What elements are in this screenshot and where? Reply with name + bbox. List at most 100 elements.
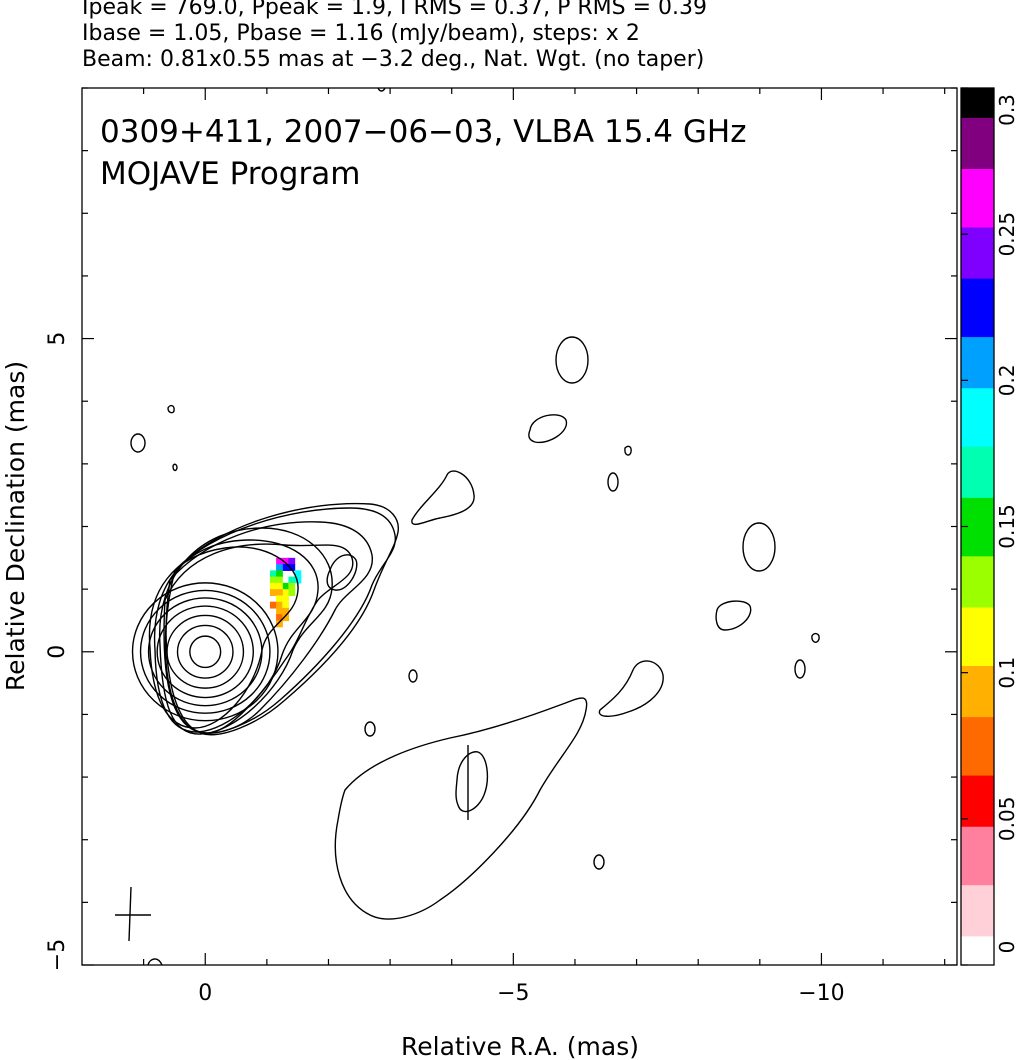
x-tick-label: −5 [497,981,529,1006]
colorbar-segment [961,584,994,593]
colorbar-segment [961,928,994,937]
core-contour [189,635,222,669]
colorbar-segment [961,563,994,571]
colorbar-segment [961,760,994,769]
polarization-pixel [288,589,296,597]
colorbar-segment [961,665,994,674]
colorbar-segment [961,190,994,199]
colorbar-segment [961,453,994,462]
colorbar-segment [961,226,994,235]
header-line-2: Ibase = 1.05, Pbase = 1.16 (mJy/beam), s… [82,21,640,46]
colorbar-segment [961,855,994,864]
colorbar-segment [961,716,994,725]
colorbar-segment [961,869,994,878]
colorbar-segment [961,124,994,133]
polarization-pixel [276,564,283,571]
colorbar-segment [961,628,994,637]
contour-blob [172,463,178,472]
colorbar-segment [961,482,994,491]
colorbar-segment [961,687,994,696]
extended-jet-inner [455,751,489,813]
colorbar-segment [961,877,994,886]
colorbar-segment [961,796,994,805]
polarization-pixel [282,601,290,609]
colorbar-segment [961,511,994,520]
colorbar-segment [961,146,994,155]
colorbar-tick-label: 0 [995,941,1019,954]
colorbar-segment [961,204,994,213]
colorbar-segment [961,175,994,184]
jet-contour-6 [164,507,396,734]
polarization-pixel [276,595,283,603]
colorbar-segment [961,650,994,659]
colorbar-segment [961,504,994,513]
polarization-pixel [288,582,296,590]
colorbar-segment [961,921,994,930]
x-tick-label: 0 [198,981,212,1006]
polarization-pixel [276,589,283,597]
y-tick-labels: 0 5 −5 [45,332,70,972]
colorbar-segment [961,285,994,294]
y-tick-label: 5 [45,332,70,346]
polarization-pixel [269,570,277,578]
contour-blob [364,721,376,737]
jet-contour-3 [158,527,333,735]
polarization-pixel [276,620,283,628]
colorbar-segment [961,789,994,798]
beam-major-axis [128,886,132,942]
core-contour [131,582,279,722]
colorbar-segment [961,263,994,272]
colorbar-tick-label: 0.25 [995,212,1019,257]
colorbar-segment [961,548,994,557]
contour-blob [147,958,163,965]
polarization-pixel [276,607,283,615]
colorbar-segment [961,153,994,162]
colorbar-segment [961,672,994,681]
colorbar-tick-label: 0.05 [995,797,1019,842]
polarization-pixel [282,589,290,597]
polarization-pixel [269,589,277,597]
x-tick-label: −10 [798,981,844,1006]
polarization-pixel [282,582,290,590]
colorbar-segment [961,343,994,352]
colorbar-segment [961,460,994,469]
colorbar-segment [961,321,994,330]
polarization-pixel [269,576,277,584]
colorbar-segment [961,950,994,959]
colorbar-segment [961,387,994,396]
y-tick-label: 0 [45,645,70,659]
colorbar-segment [961,161,994,169]
polarization-pixel [276,582,283,590]
colorbar-segment [961,701,994,710]
colorbar-segment [961,935,994,944]
colorbar-segment [961,95,994,104]
colorbar-segment [961,183,994,191]
axis-ticks [82,87,957,966]
colorbar-segment [961,489,994,498]
colorbar-segment [961,774,994,783]
colorbar-segment [961,891,994,900]
colorbar-segment [961,782,994,791]
colorbar-segment [961,570,994,579]
jet-contour-7 [326,554,358,591]
colorbar-segment [961,307,994,316]
colorbar-segment [961,767,994,776]
colorbar-segment [961,709,994,718]
colorbar-segment [961,402,994,411]
polarization-pixel [282,595,290,603]
colorbar-segment [961,197,994,206]
colorbar-segment [961,431,994,440]
polarization-pixel [288,564,296,571]
colorbar-segment [961,533,994,542]
colorbar-segment [961,102,994,111]
colorbar-segment [961,256,994,264]
polarization-overlay [269,557,302,628]
jet-contour-5 [165,521,373,734]
colorbar-segment [961,913,994,922]
colorbar-segment [961,862,994,871]
colorbar-segment [961,818,994,827]
colorbar-segment [961,365,994,374]
colorbar-segment [961,636,994,645]
colorbar-segment [961,833,994,842]
